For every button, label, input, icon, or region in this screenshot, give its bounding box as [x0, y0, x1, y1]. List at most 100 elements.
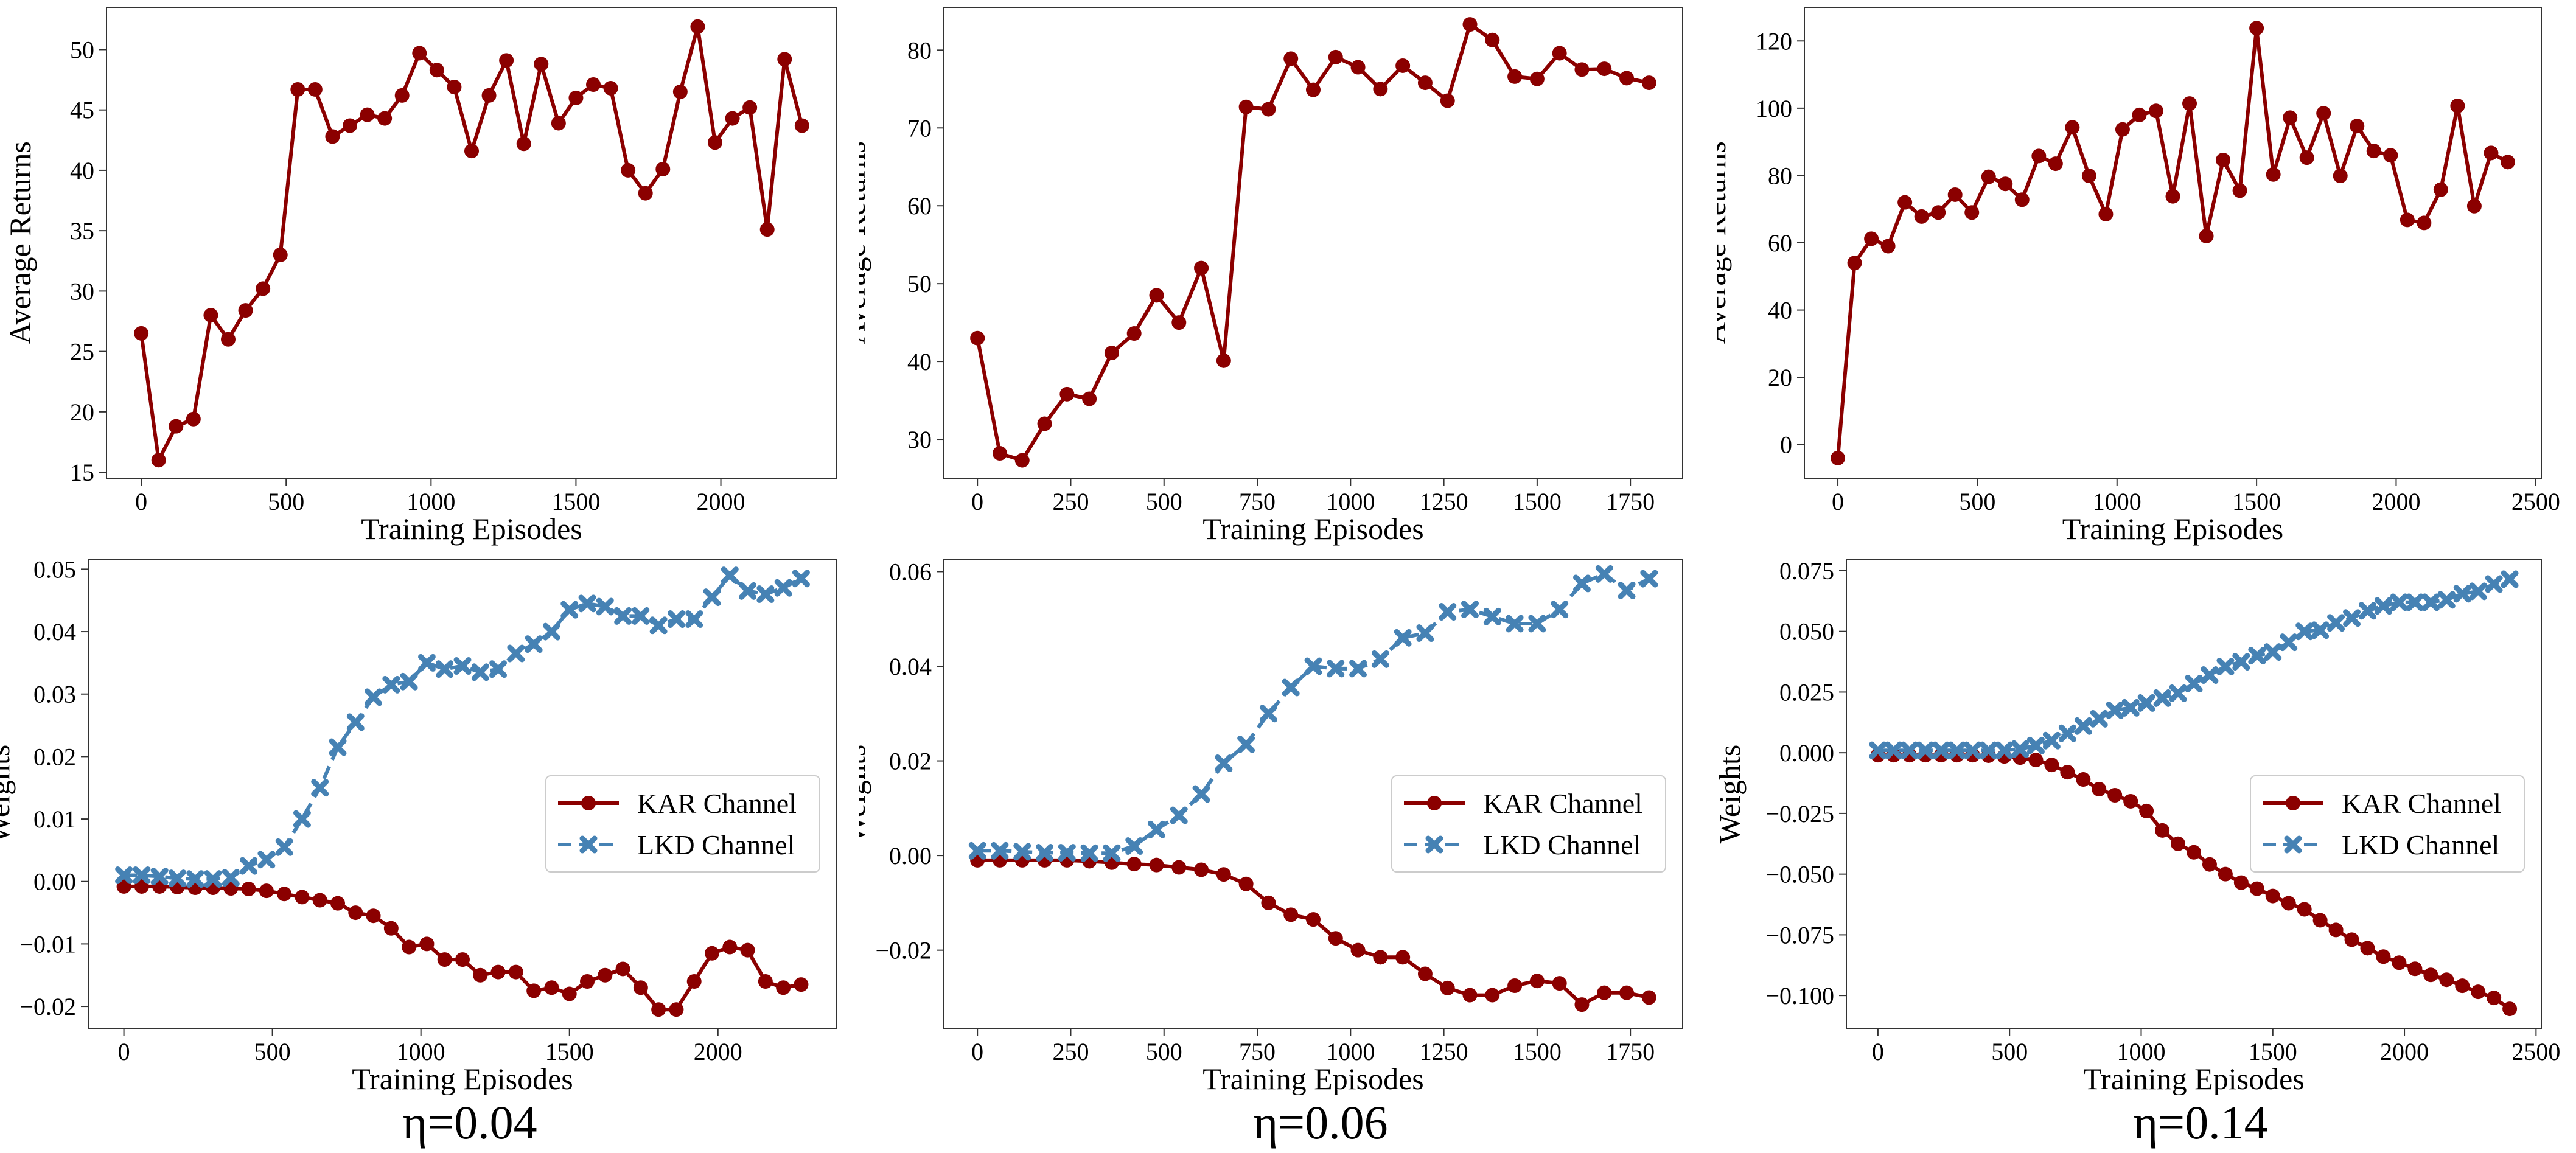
- data-point: [708, 135, 722, 150]
- data-point: [2406, 593, 2424, 611]
- data-point: [2392, 955, 2407, 970]
- data-point: [2106, 701, 2124, 719]
- data-point: [2011, 740, 2029, 758]
- data-point: [2311, 621, 2330, 639]
- plot-frame: [943, 559, 1683, 1029]
- legend-box: [545, 775, 820, 873]
- data-point: [507, 644, 525, 663]
- data-point: [1014, 453, 1030, 468]
- data-point: [2107, 787, 2123, 803]
- data-point: [2423, 967, 2438, 983]
- data-point: [1483, 607, 1501, 625]
- x-tick-label: 1250: [1420, 1038, 1468, 1065]
- x-axis-label: Training Episodes: [2083, 1062, 2304, 1095]
- data-point: [2327, 614, 2345, 632]
- data-point: [1572, 574, 1591, 593]
- data-point: [1192, 785, 1210, 803]
- y-tick-label: −0.075: [1765, 921, 1834, 949]
- data-point: [1462, 988, 1478, 1003]
- y-tick-label: 0.04: [889, 653, 932, 680]
- data-point: [257, 851, 276, 869]
- y-axis-label: Average Returns: [859, 141, 871, 344]
- data-point: [382, 675, 400, 694]
- data-point: [1507, 978, 1523, 993]
- data-point: [2048, 156, 2063, 172]
- data-point: [290, 82, 305, 97]
- data-point: [621, 162, 636, 178]
- data-point: [473, 967, 488, 983]
- data-point: [1948, 741, 1966, 759]
- data-point: [2328, 922, 2344, 938]
- data-point: [490, 964, 506, 980]
- x-tick-label: 0: [118, 1038, 130, 1065]
- data-point: [794, 977, 809, 992]
- data-point: [1880, 239, 1896, 254]
- data-point: [419, 936, 435, 952]
- data-point: [1440, 980, 1455, 995]
- data-point: [1440, 93, 1455, 108]
- data-point: [2115, 122, 2130, 137]
- y-tick-label: 35: [70, 217, 94, 245]
- data-point: [2344, 932, 2359, 947]
- data-point: [1037, 416, 1052, 431]
- x-axis-label: Training Episodes: [2062, 512, 2283, 546]
- data-point: [1641, 990, 1656, 1005]
- data-point: [402, 939, 417, 955]
- plot-frame: [1804, 7, 2542, 479]
- data-point: [1618, 582, 1636, 600]
- x-tick-label: 0: [971, 1038, 983, 1065]
- x-tick-label: 1500: [1513, 488, 1562, 515]
- data-point: [2201, 666, 2219, 684]
- data-point: [1104, 346, 1119, 361]
- data-point: [436, 660, 454, 678]
- data-point: [792, 570, 810, 588]
- data-point: [1964, 205, 1980, 220]
- legend-label: KAR Channel: [2342, 788, 2501, 819]
- x-tick-label: 0: [1832, 488, 1844, 515]
- data-point: [1529, 71, 1545, 86]
- y-tick-label: 0.05: [33, 556, 76, 583]
- x-tick-label: 750: [1239, 488, 1276, 515]
- plot-frame: [106, 7, 837, 479]
- data-point: [580, 974, 595, 989]
- plot-frame: [943, 7, 1683, 479]
- data-point: [203, 308, 218, 323]
- data-point: [1237, 735, 1255, 753]
- data-point: [2058, 724, 2076, 742]
- data-point: [1306, 82, 1321, 97]
- x-tick-label: 500: [1146, 488, 1182, 515]
- data-point: [2042, 731, 2061, 750]
- y-tick-label: 0.02: [889, 748, 932, 775]
- legend-box: [2250, 775, 2525, 873]
- y-tick-label: −0.02: [875, 937, 932, 964]
- data-point: [1864, 231, 1879, 246]
- legend-marker: [579, 835, 598, 854]
- y-tick-label: 0.04: [33, 618, 76, 646]
- data-point: [2249, 881, 2264, 896]
- data-point: [1947, 187, 1963, 202]
- data-point: [1439, 603, 1457, 621]
- x-tick-label: 0: [1872, 1038, 1884, 1065]
- data-point: [325, 129, 340, 144]
- data-point: [1869, 741, 1887, 759]
- data-point: [686, 974, 702, 989]
- data-point: [649, 616, 668, 635]
- x-tick-label: 2000: [2372, 488, 2420, 515]
- data-point: [2433, 182, 2448, 197]
- data-point: [2248, 647, 2266, 665]
- data-point: [1914, 209, 1929, 224]
- data-point: [2233, 875, 2249, 890]
- data-point: [703, 588, 721, 607]
- y-tick-label: 0.06: [889, 558, 932, 585]
- y-tick-label: 30: [907, 426, 932, 453]
- data-point: [1194, 862, 1209, 877]
- data-point: [1461, 601, 1479, 619]
- x-tick-label: 1000: [1326, 488, 1375, 515]
- data-point: [614, 607, 632, 625]
- data-point: [1619, 985, 1635, 1000]
- data-point: [2065, 120, 2080, 135]
- x-tick-label: 1500: [2249, 1038, 2297, 1065]
- data-point: [756, 585, 775, 603]
- data-point: [412, 46, 427, 61]
- data-point: [1995, 741, 2014, 759]
